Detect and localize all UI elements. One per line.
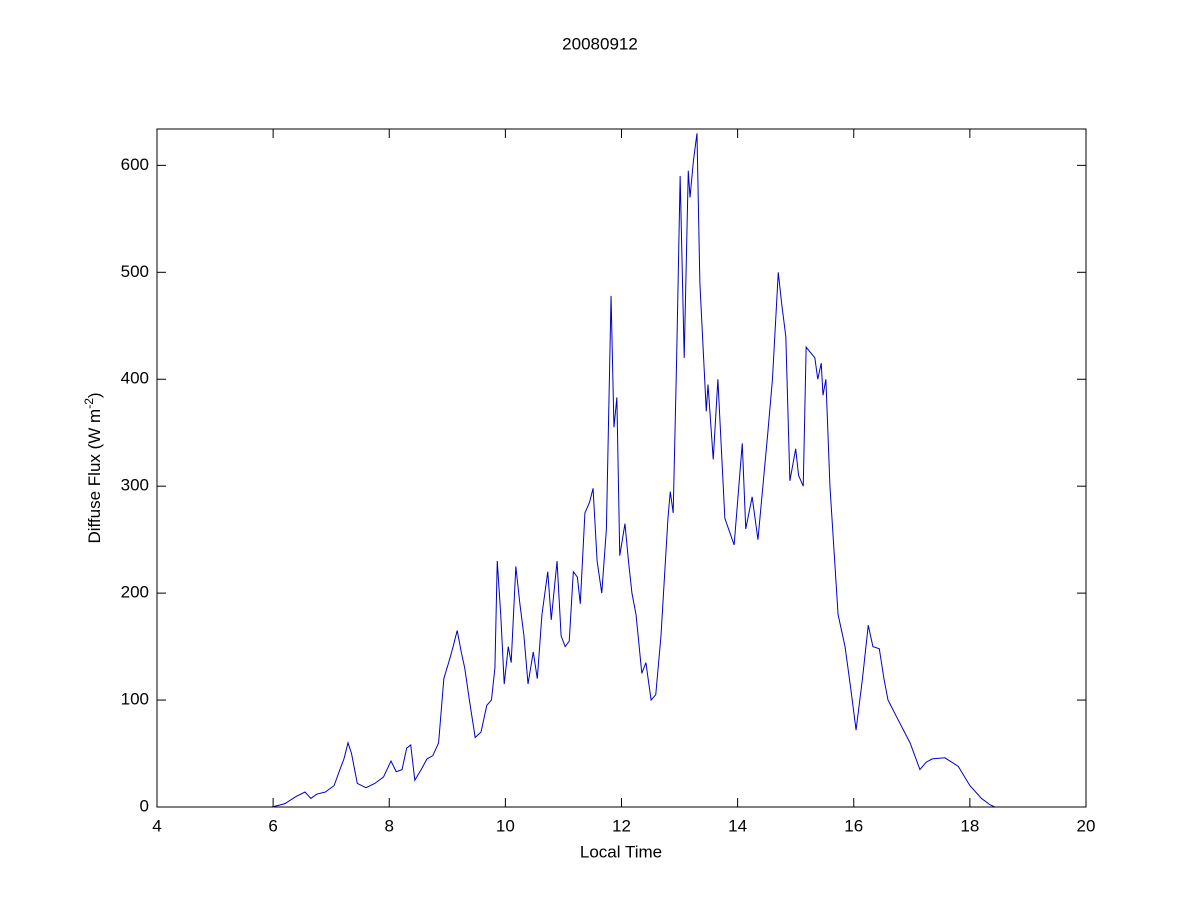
y-tick-label: 500 — [121, 262, 149, 281]
x-tick-label: 4 — [152, 816, 161, 835]
y-tick-label: 100 — [121, 690, 149, 709]
y-tick-label: 600 — [121, 155, 149, 174]
x-tick-label: 18 — [960, 816, 979, 835]
x-tick-label: 16 — [844, 816, 863, 835]
y-axis-label-part: -2 — [82, 398, 96, 409]
y-axis-label-part: Diffuse Flux (W m — [85, 409, 104, 544]
x-axis-label: Local Time — [580, 842, 662, 861]
chart-title: 20080912 — [562, 34, 638, 53]
y-axis-label: Diffuse Flux (W m-2) — [82, 392, 104, 543]
plot-area — [157, 129, 1086, 807]
axes-frame — [156, 128, 1087, 808]
data-line — [271, 133, 996, 808]
y-tick-label: 200 — [121, 583, 149, 602]
y-tick-label: 0 — [140, 796, 149, 815]
x-tick-label: 14 — [728, 816, 747, 835]
x-tick-label: 20 — [1077, 816, 1096, 835]
x-tick-label: 10 — [496, 816, 515, 835]
x-tick-label: 6 — [268, 816, 277, 835]
y-tick-label: 400 — [121, 369, 149, 388]
y-axis-label-part: ) — [85, 392, 104, 398]
y-tick-label: 300 — [121, 476, 149, 495]
x-tick-label: 12 — [612, 816, 631, 835]
x-tick-label: 8 — [385, 816, 394, 835]
